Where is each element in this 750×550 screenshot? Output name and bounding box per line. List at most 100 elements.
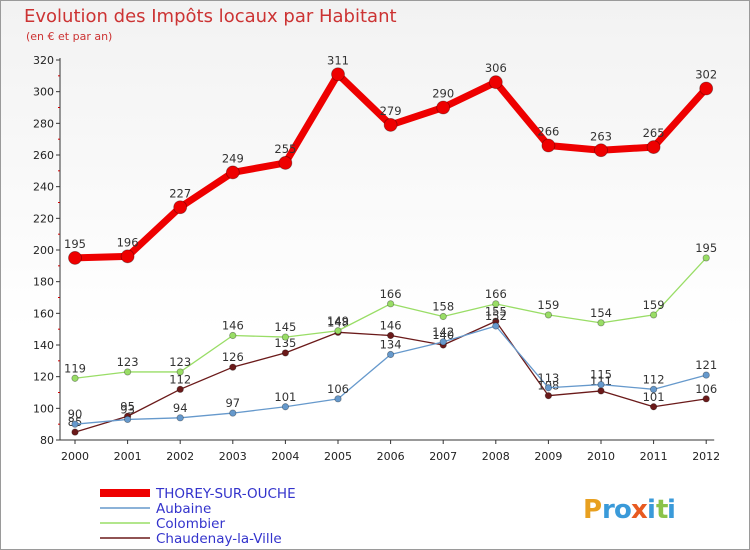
data-point [492,300,500,308]
data-point [229,409,237,417]
data-label: 266 [537,125,559,139]
data-label: 126 [222,350,244,364]
data-label: 142 [432,325,454,339]
data-label: 166 [380,287,402,301]
legend-label: Chaudenay-la-Ville [156,531,282,547]
y-tick-label: 80 [40,434,54,447]
data-label: 95 [120,399,135,413]
legend-label: THOREY-SUR-OUCHE [155,486,296,502]
data-label: 290 [432,87,454,101]
data-point [229,331,237,340]
chart-title: Evolution des Impôts locaux par Habitant [24,6,397,27]
data-point [646,140,661,154]
data-label: 90 [68,407,83,421]
data-label: 249 [222,151,244,165]
logo-letter: r [602,495,615,525]
data-point [597,380,605,389]
data-point [597,319,605,327]
y-tick-label: 120 [33,371,54,384]
axes: 80 100 120 140 160 180 200 220 240 260 280 300 320 20… [33,54,720,463]
series-chaudenay-la-ville: 8595112126135148146140155108111101106 [68,304,717,436]
data-label: 134 [380,338,402,352]
data-point [386,331,395,340]
y-tick-label: 260 [33,149,54,162]
x-tick-label: 2007 [429,450,457,463]
data-label: 94 [173,401,188,415]
y-tick-label: 200 [33,244,54,257]
x-tick-label: 2004 [271,450,299,463]
series-aubaine: 90 93 94 97 101 106 134 142 152 113 115 112 121 [68,309,717,428]
data-point [334,327,342,335]
data-point [439,338,447,346]
data-label: 154 [590,306,612,320]
data-point [594,143,608,158]
chart-subtitle: (en € et par an) [26,30,112,43]
data-point [699,81,714,96]
data-point [71,374,79,382]
y-tick-label: 240 [33,181,54,194]
data-label: 227 [169,186,191,200]
series-colombier: 119 123 123 146 145 149 166 158 166 159 154 159 195 [64,241,717,382]
logo-letter: i [667,495,676,525]
series-line [71,70,710,262]
data-label: 311 [327,53,349,67]
data-label: 123 [169,355,191,369]
data-label: 115 [590,368,612,382]
data-label: 119 [64,361,86,375]
x-tick-label: 2003 [219,450,247,463]
data-point [176,385,184,393]
data-point [331,67,345,82]
x-tick-label: 2000 [61,450,89,463]
data-point [702,395,710,403]
data-label: 112 [643,372,665,386]
legend-label: Colombier [156,516,225,532]
y-tick-label: 220 [33,212,54,225]
data-point [176,414,184,422]
data-point [124,368,132,376]
y-tick-label: 140 [33,339,54,352]
data-point [176,368,184,376]
data-point [383,118,398,132]
logo-letter: x [631,495,648,525]
data-point [492,322,500,330]
data-point [71,428,79,436]
series-thorey-sur-ouche: 195 196 227 249 255 311 279 290 306 266 263 265 302 [64,53,717,265]
data-point [173,200,188,215]
data-label: 123 [117,355,139,369]
y-tick-label: 160 [33,307,54,320]
logo-letter: t [656,495,668,525]
data-label: 113 [537,371,559,385]
data-label: 93 [120,402,135,416]
x-tick-label: 2005 [324,450,352,463]
data-label: 279 [380,104,402,118]
data-point [649,403,658,411]
y-tick-label: 320 [33,54,54,67]
y-tick-label: 180 [33,276,54,289]
plot-area: 8595112126135148146140155108111101106909… [64,53,717,436]
data-label: 140 [432,328,454,342]
data-label: 106 [327,382,349,396]
data-point [278,156,293,170]
x-tick-label: 2006 [377,450,405,463]
data-point [439,312,447,321]
logo-letter: i [647,495,656,525]
data-point [541,138,556,153]
data-label: 306 [485,61,507,75]
data-point [229,363,237,371]
data-label: 135 [274,336,296,350]
logo-letter: P [583,495,602,525]
data-point [124,415,132,424]
data-label: 255 [274,142,296,156]
data-label: 159 [643,298,665,312]
data-point [334,395,342,403]
data-point [281,333,289,341]
y-tick-label: 300 [33,86,54,99]
data-label: 145 [274,320,296,334]
data-point [649,385,658,393]
data-point [120,249,135,264]
data-point [702,371,710,379]
x-tick-label: 2001 [114,450,142,463]
